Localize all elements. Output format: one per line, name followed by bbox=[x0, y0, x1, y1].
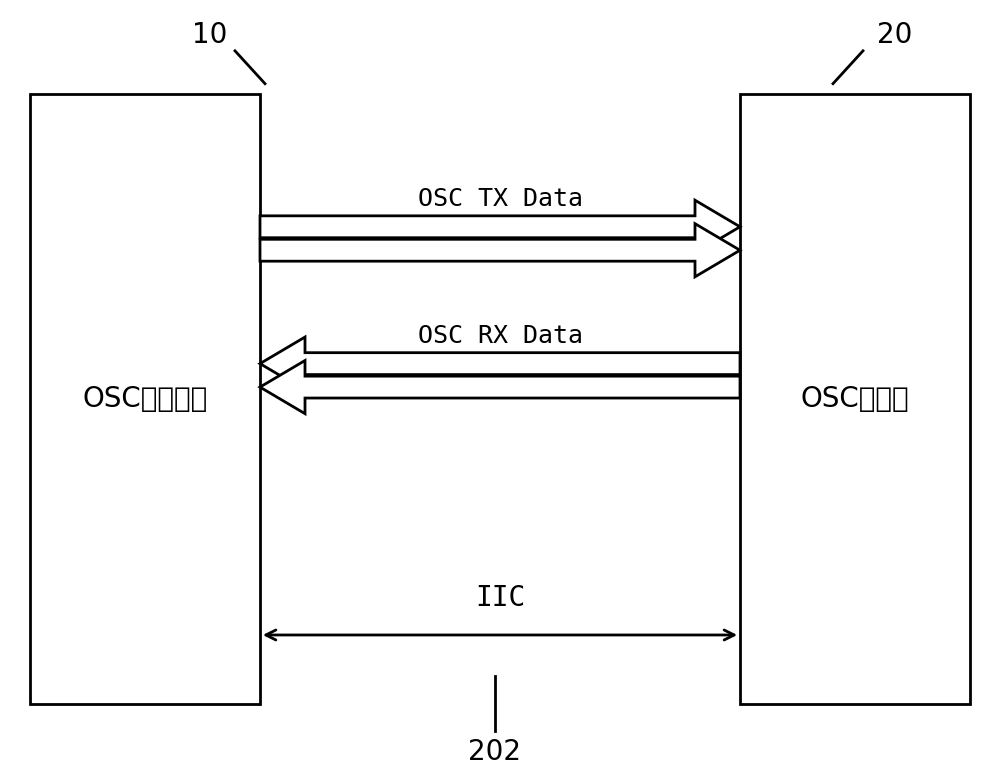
Text: 10: 10 bbox=[192, 21, 228, 49]
Polygon shape bbox=[260, 224, 740, 277]
Text: OSC RX Data: OSC RX Data bbox=[418, 325, 582, 348]
Text: OSC系统设备: OSC系统设备 bbox=[82, 385, 208, 413]
Polygon shape bbox=[260, 200, 740, 253]
Text: OSC TX Data: OSC TX Data bbox=[418, 188, 582, 211]
Polygon shape bbox=[260, 361, 740, 414]
Text: IIC: IIC bbox=[475, 584, 525, 612]
Text: 202: 202 bbox=[468, 738, 522, 766]
Text: OSC光模块: OSC光模块 bbox=[801, 385, 909, 413]
Text: 20: 20 bbox=[877, 21, 913, 49]
Polygon shape bbox=[260, 337, 740, 390]
Bar bbox=[740, 94, 970, 704]
Bar bbox=[30, 94, 260, 704]
